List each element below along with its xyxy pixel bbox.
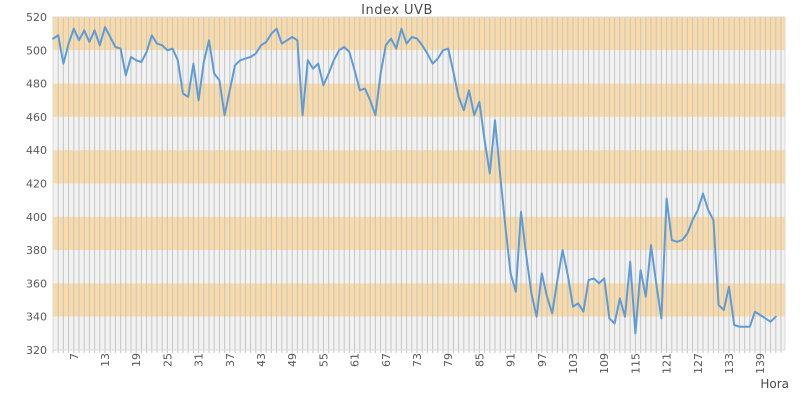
x-axis-labels: 7 13 19 25 31 37 43 49 55 61 67 73 79 85 91 97 103 109 115… (68, 353, 767, 374)
x-tick-label: 85 (473, 353, 486, 367)
plot-band (53, 17, 785, 51)
plot-band (53, 216, 785, 251)
plot-bands (53, 17, 785, 350)
plot-band (53, 150, 785, 184)
x-tick-label: 139 (754, 353, 767, 374)
plot-border (52, 16, 786, 351)
y-tick-label: 400 (26, 211, 47, 224)
plot-band (53, 250, 785, 284)
x-tick-label: 37 (224, 353, 237, 367)
x-tick-label: 133 (723, 353, 736, 374)
x-tick-label: 43 (255, 353, 268, 367)
x-tick-label: 127 (692, 353, 705, 374)
vertical-gridlines (52, 17, 782, 353)
plot-band (53, 116, 785, 151)
plot-band (53, 316, 785, 350)
y-tick-label: 500 (26, 44, 47, 57)
x-tick-label: 103 (567, 353, 580, 374)
x-tick-label: 115 (629, 353, 642, 374)
x-tick-label: 61 (349, 353, 362, 367)
x-tick-label: 55 (317, 353, 330, 367)
y-tick-label: 460 (26, 111, 47, 124)
x-tick-label: 97 (536, 353, 549, 367)
x-tick-label: 79 (442, 353, 455, 367)
y-tick-label: 360 (26, 277, 47, 290)
x-tick-label: 67 (380, 353, 393, 367)
uvb-series-line (52, 26, 777, 335)
x-tick-label: 7 (68, 353, 81, 360)
x-tick-label: 121 (661, 353, 674, 374)
plot-band (53, 50, 785, 84)
x-tick-label: 49 (286, 353, 299, 367)
plot-band (53, 83, 785, 117)
y-tick-label: 380 (26, 244, 47, 257)
y-tick-label: 420 (26, 178, 47, 191)
x-tick-label: 73 (411, 353, 424, 367)
plot-band (53, 183, 785, 217)
y-tick-label: 520 (26, 11, 47, 24)
y-axis-labels: 520 500 480 460 440 420 400 380 360 340 320 (26, 11, 47, 357)
x-tick-label: 91 (505, 353, 518, 367)
y-tick-label: 320 (26, 344, 47, 357)
y-tick-label: 340 (26, 311, 47, 324)
plot-band (53, 283, 785, 317)
y-tick-label: 480 (26, 78, 47, 91)
y-tick-label: 440 (26, 144, 47, 157)
x-tick-label: 31 (193, 353, 206, 367)
x-tick-label: 13 (99, 353, 112, 367)
x-tick-label: 109 (598, 353, 611, 374)
x-tick-label: 25 (161, 353, 174, 367)
chart-title: Index UVB (361, 3, 433, 18)
x-axis-title: Hora (760, 377, 789, 391)
x-tick-label: 19 (130, 353, 143, 367)
